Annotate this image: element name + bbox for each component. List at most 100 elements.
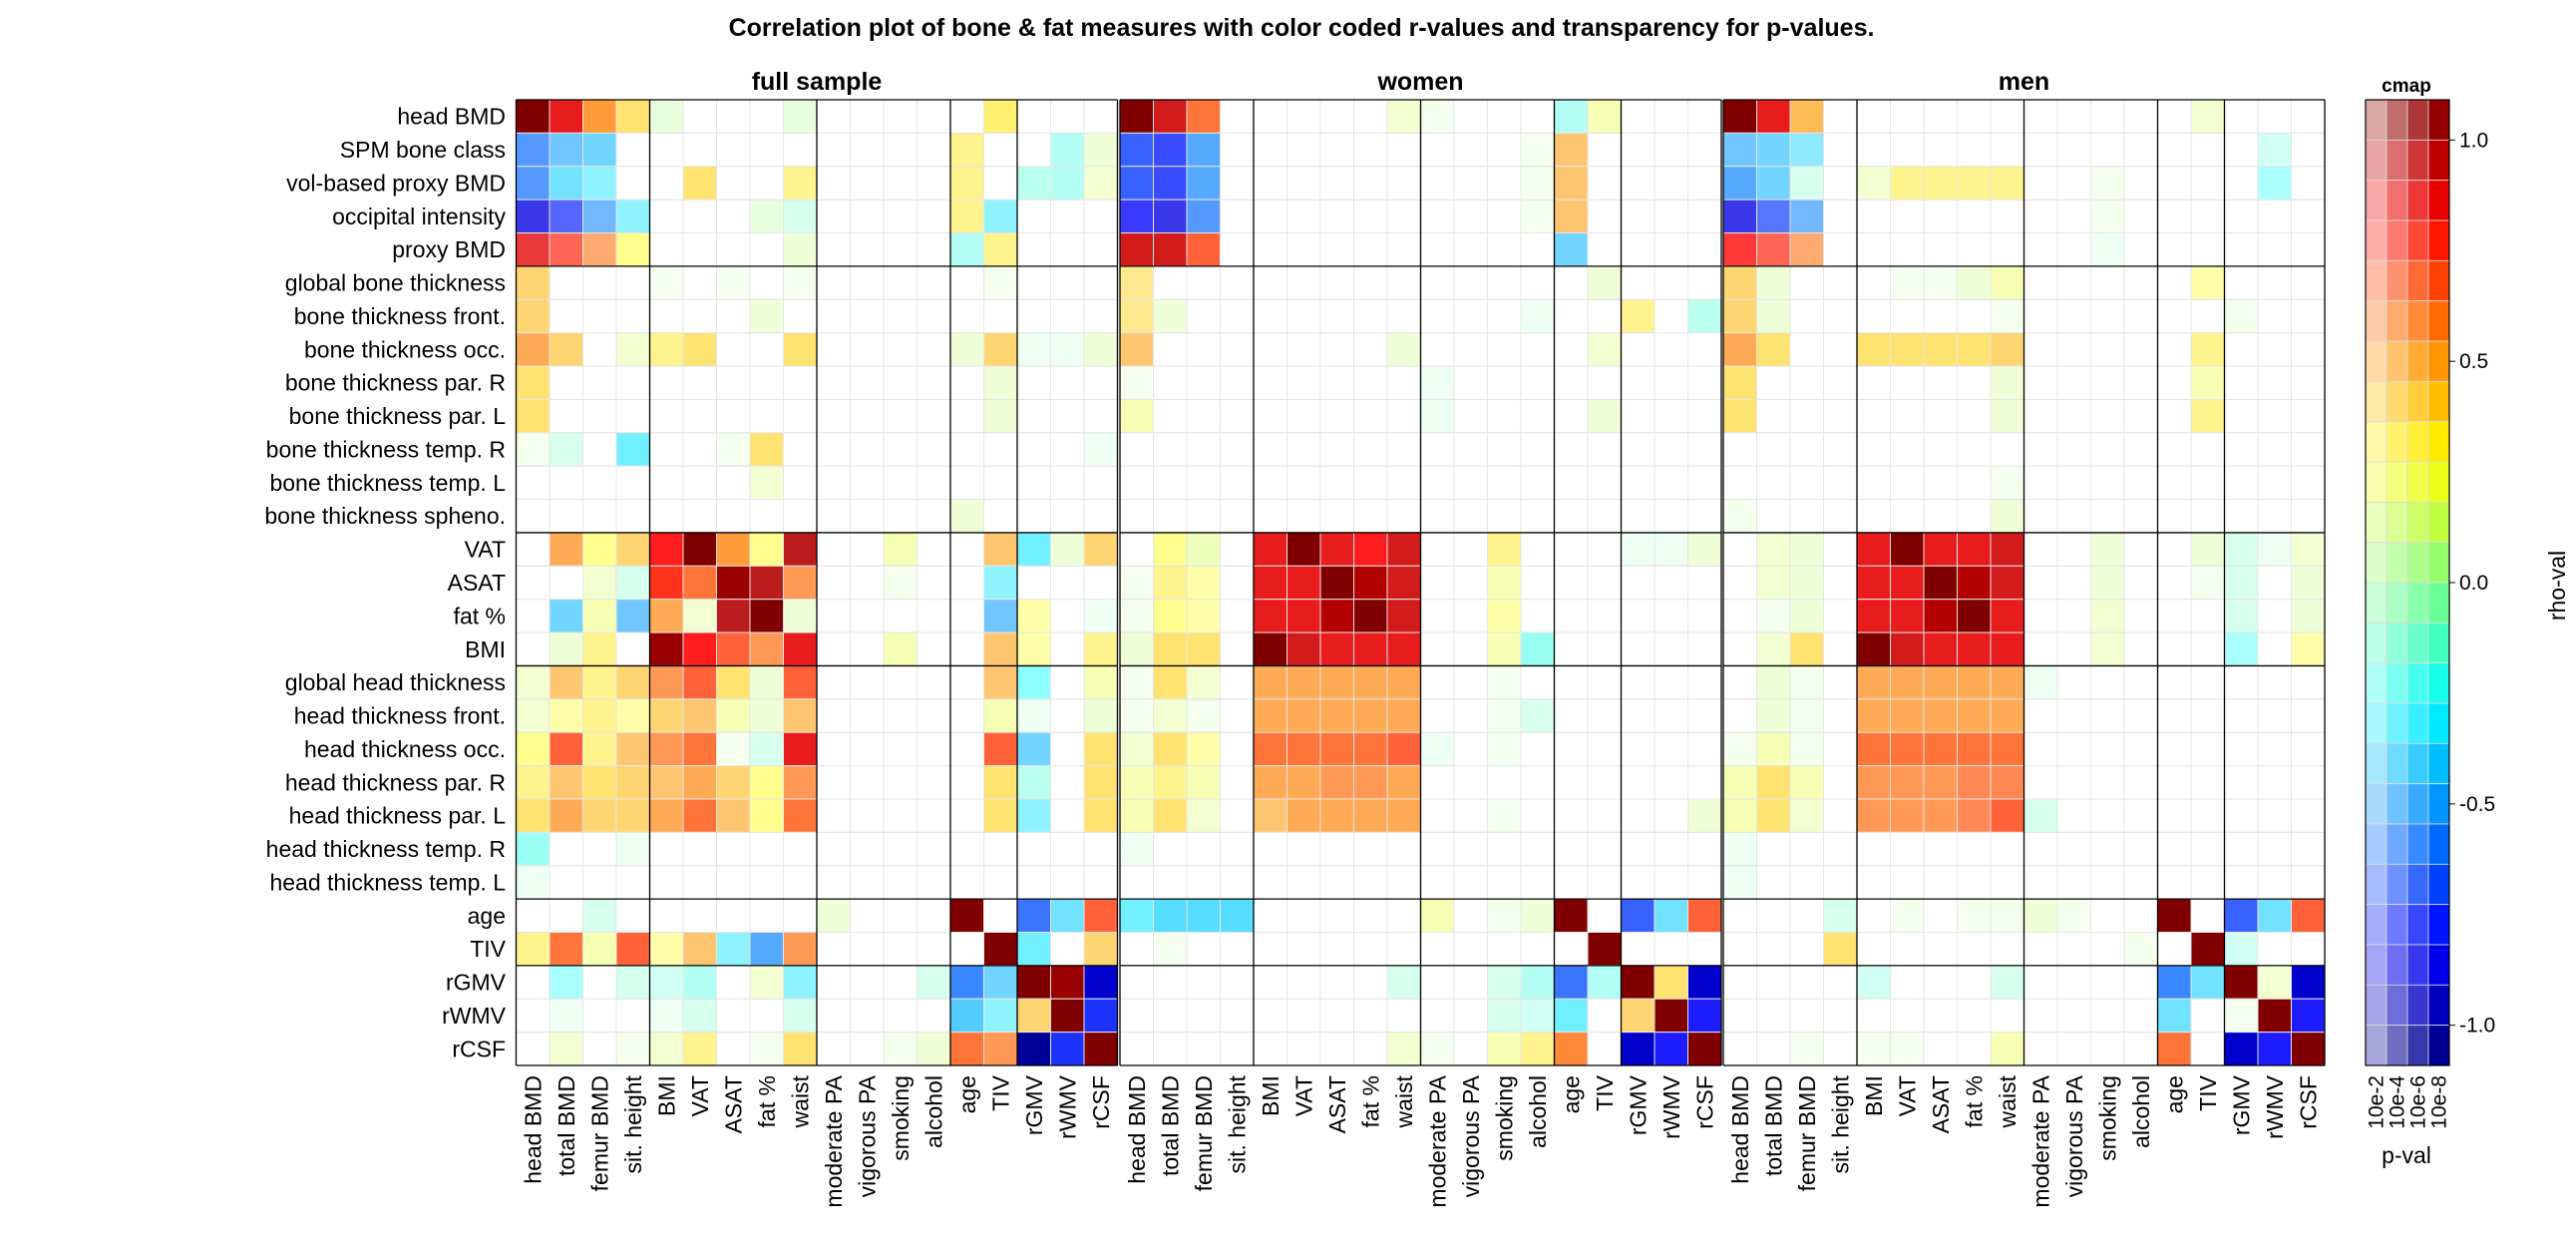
heatmap-cell (1722, 898, 1757, 933)
heatmap-cell (1722, 565, 1757, 601)
heatmap-cell (1554, 132, 1589, 168)
heatmap-cell (1687, 731, 1722, 767)
heatmap-cell (1186, 432, 1221, 467)
heatmap-cell (1587, 965, 1622, 1000)
heatmap-cell (1287, 998, 1321, 1034)
heatmap-cell (516, 265, 551, 300)
heatmap-cell (615, 265, 650, 300)
heatmap-cell (516, 765, 551, 800)
heatmap-cell (850, 298, 885, 334)
heatmap-cell (615, 499, 650, 534)
heatmap-cell (516, 1032, 551, 1066)
heatmap-cell (1016, 599, 1051, 633)
heatmap-cell (1253, 965, 1288, 1000)
heatmap-cell (1687, 465, 1722, 501)
heatmap-cell (1957, 565, 1992, 601)
heatmap-cell (1253, 398, 1288, 434)
colorbar-tick-label: 1.0 (2459, 129, 2488, 152)
heatmap-cell (2190, 565, 2225, 601)
colorbar-cell (2427, 501, 2450, 544)
heatmap-cell (1386, 831, 1421, 867)
heatmap-cell (2056, 465, 2091, 501)
heatmap-cell (1990, 199, 2024, 234)
heatmap-cell (783, 765, 818, 800)
heatmap-cell (850, 132, 885, 168)
heatmap-cell (615, 332, 650, 367)
heatmap-cell (615, 432, 650, 467)
heatmap-cell (1353, 465, 1388, 501)
heatmap-cell (850, 898, 885, 933)
heatmap-cell (2024, 432, 2058, 467)
heatmap-cell (1319, 565, 1354, 601)
heatmap-cell (1453, 765, 1488, 800)
heatmap-cell (2190, 298, 2225, 334)
heatmap-cell (1253, 465, 1288, 501)
heatmap-cell (1083, 831, 1118, 867)
heatmap-cell (2090, 865, 2125, 900)
heatmap-cell (1119, 132, 1154, 168)
heatmap-cell (883, 1032, 918, 1066)
heatmap-cell (949, 631, 984, 666)
heatmap-cell (1654, 664, 1688, 700)
colorbar-cell (2386, 139, 2408, 182)
row-label: head thickness front. (294, 703, 506, 729)
heatmap-cell (749, 865, 784, 900)
heatmap-cell (816, 432, 851, 467)
heatmap-cell (1220, 332, 1255, 367)
heatmap-cell (1654, 965, 1688, 1000)
heatmap-cell (2291, 698, 2326, 733)
heatmap-cell (1186, 232, 1221, 267)
heatmap-cell (749, 731, 784, 767)
heatmap-cell (1554, 765, 1589, 800)
heatmap-cell (1722, 664, 1757, 700)
panel-title: men (1999, 68, 2049, 96)
heatmap-cell (883, 99, 918, 134)
colorbar-cell (2406, 944, 2429, 986)
heatmap-cell (1654, 132, 1688, 168)
heatmap-cell (816, 965, 851, 1000)
heatmap-cell (2056, 631, 2091, 666)
heatmap-cell (649, 298, 684, 334)
colorbar-cell (2406, 1025, 2429, 1066)
heatmap-cell (2157, 532, 2192, 567)
heatmap-cell (883, 965, 918, 1000)
heatmap-cell (983, 432, 1018, 467)
heatmap-cell (1756, 365, 1791, 400)
heatmap-cell (516, 831, 551, 867)
heatmap-cell (1253, 1032, 1288, 1066)
heatmap-cell (1856, 765, 1891, 800)
heatmap-cell (716, 664, 751, 700)
heatmap-cell (516, 798, 551, 833)
row-label: occipital intensity (332, 204, 506, 229)
heatmap-cell (2024, 332, 2058, 367)
heatmap-cell (749, 398, 784, 434)
heatmap-cell (983, 565, 1018, 601)
heatmap-cell (2257, 166, 2292, 201)
heatmap-cell (1621, 664, 1656, 700)
heatmap-cell (1287, 965, 1321, 1000)
heatmap-cell (1420, 698, 1455, 733)
heatmap-cell (1220, 631, 1255, 666)
heatmap-cell (1487, 599, 1522, 633)
heatmap-cell (2157, 332, 2192, 367)
colorbar-cell (2386, 380, 2408, 423)
heatmap-cell (1153, 599, 1188, 633)
heatmap-cell (1856, 199, 1891, 234)
colorbar-cell (2427, 380, 2450, 423)
heatmap-cell (1722, 199, 1757, 234)
heatmap-cell (1789, 898, 1824, 933)
heatmap-cell (1957, 532, 1992, 567)
heatmap-cell (649, 232, 684, 267)
heatmap-cell (1621, 998, 1656, 1034)
heatmap-cell (582, 132, 617, 168)
heatmap-cell (2090, 765, 2125, 800)
heatmap-cell (1253, 166, 1288, 201)
heatmap-cell (1554, 798, 1589, 833)
heatmap-cell (1319, 166, 1354, 201)
heatmap-cell (1453, 664, 1488, 700)
heatmap-cell (1554, 298, 1589, 334)
heatmap-cell (1453, 731, 1488, 767)
heatmap-cell (1722, 432, 1757, 467)
heatmap-cell (2123, 398, 2158, 434)
